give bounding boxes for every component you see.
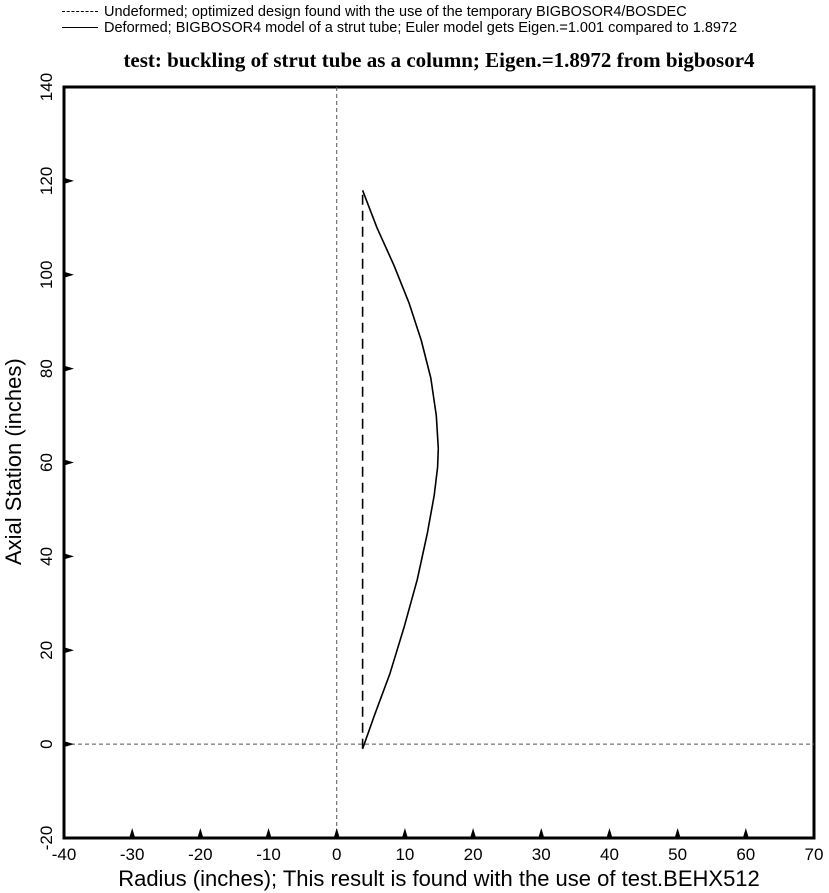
x-tick-label: -20 <box>188 845 213 864</box>
y-tick-label: 20 <box>37 641 56 660</box>
x-tick-label: 50 <box>668 845 687 864</box>
x-tick-label: 30 <box>532 845 551 864</box>
x-tick-mark <box>606 828 613 838</box>
x-tick-mark <box>129 828 136 838</box>
y-tick-mark <box>64 365 74 372</box>
x-tick-mark <box>333 828 340 838</box>
x-tick-label: 10 <box>395 845 414 864</box>
x-tick-mark <box>538 828 545 838</box>
x-tick-label: 0 <box>332 845 341 864</box>
chart-title: test: buckling of strut tube as a column… <box>123 48 755 72</box>
legend-item-undeformed: Undeformed; optimized design found with … <box>62 4 687 20</box>
x-axis-label: Radius (inches); This result is found wi… <box>118 866 760 891</box>
solid-line-swatch <box>62 26 98 28</box>
dashed-line-swatch <box>62 10 98 12</box>
x-tick-label: -30 <box>120 845 145 864</box>
legend-label-deformed: Deformed; BIGBOSOR4 model of a strut tub… <box>104 20 738 36</box>
x-tick-mark <box>674 828 681 838</box>
series-line-deformed <box>361 190 440 750</box>
legend-item-deformed: Deformed; BIGBOSOR4 model of a strut tub… <box>62 20 737 36</box>
x-tick-label: 60 <box>736 845 755 864</box>
y-tick-label: 0 <box>37 739 56 748</box>
x-tick-label: 40 <box>600 845 619 864</box>
y-tick-label: 120 <box>37 167 56 195</box>
x-tick-label: 70 <box>805 845 824 864</box>
y-tick-label: 40 <box>37 547 56 566</box>
x-tick-mark <box>197 828 204 838</box>
y-tick-mark <box>64 459 74 466</box>
y-tick-mark <box>64 553 74 560</box>
y-tick-label: 60 <box>37 453 56 472</box>
y-tick-label: 100 <box>37 261 56 289</box>
x-tick-mark <box>742 828 749 838</box>
y-tick-label: -20 <box>37 826 56 851</box>
x-tick-mark <box>265 828 272 838</box>
x-tick-mark <box>470 828 477 838</box>
y-tick-mark <box>64 271 74 278</box>
y-tick-label: 80 <box>37 359 56 378</box>
x-tick-label: -10 <box>256 845 281 864</box>
plot-frame <box>62 85 816 840</box>
y-tick-mark <box>64 741 74 748</box>
y-tick-mark <box>64 647 74 654</box>
x-tick-mark <box>401 828 408 838</box>
y-tick-label: 140 <box>37 73 56 101</box>
y-tick-mark <box>64 177 74 184</box>
legend-label-undeformed: Undeformed; optimized design found with … <box>104 4 687 20</box>
legend: Undeformed; optimized design found with … <box>0 0 829 40</box>
x-tick-label: 20 <box>464 845 483 864</box>
x-tick-label: -40 <box>52 845 77 864</box>
